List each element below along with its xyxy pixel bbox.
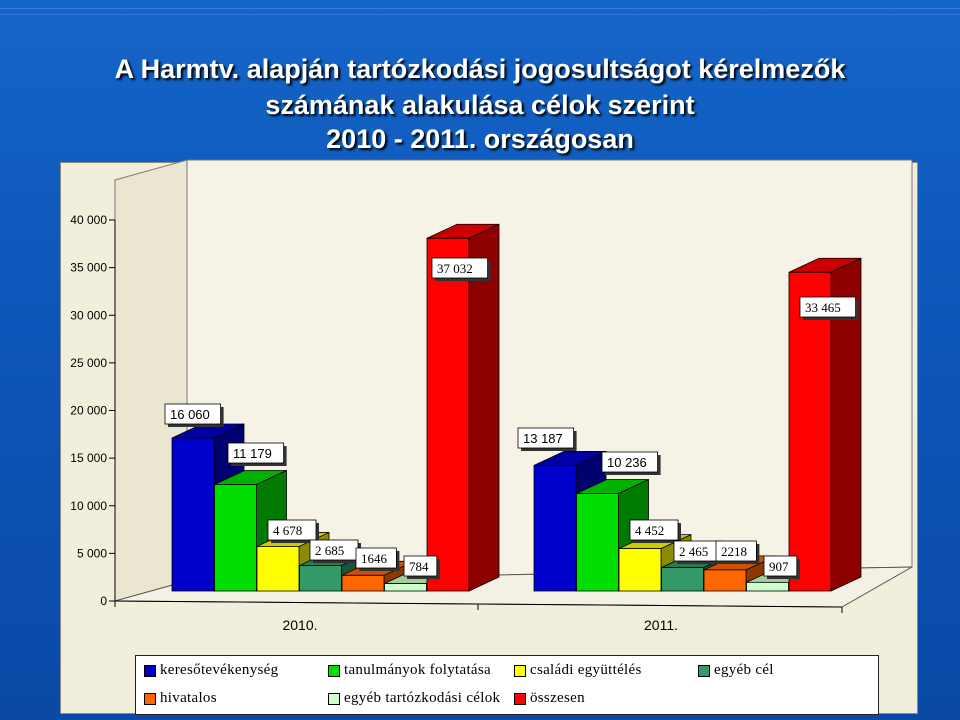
legend-label: egyéb cél — [714, 662, 774, 678]
data-label: 13 187 — [523, 431, 563, 446]
chart-legend: keresőtevékenység tanulmányok folytatása c… — [135, 655, 879, 715]
y-tick-label: 5 000 — [77, 546, 107, 560]
y-tick-label: 40 000 — [70, 213, 107, 227]
data-label-box — [763, 555, 798, 577]
data-label-box — [164, 403, 221, 425]
data-label-box — [517, 427, 574, 449]
legend-label: hivatalos — [160, 690, 217, 706]
data-label: 33 465 — [805, 300, 841, 315]
data-label: 16 060 — [170, 407, 210, 422]
title-line-1: A Harmtv. alapján tartózkodási jogosults… — [114, 54, 846, 84]
y-tick-label: 35 000 — [70, 261, 107, 275]
bar-5-1 — [341, 574, 385, 592]
bar-1-2 — [533, 464, 577, 592]
legend-label: keresőtevékenység — [160, 662, 279, 678]
data-label: 784 — [409, 559, 429, 574]
legend-label: tanulmányok folytatása — [344, 662, 491, 678]
bar-3-1 — [256, 546, 300, 592]
legend-label: egyéb tartózkodási célok — [344, 690, 501, 706]
legend-swatch — [698, 665, 710, 677]
bar-4-1 — [299, 565, 342, 592]
data-label-box — [601, 451, 658, 473]
data-label-box — [227, 442, 284, 464]
legend-label: családi együttélés — [530, 662, 642, 678]
y-tick-label: 25 000 — [70, 356, 107, 370]
bar-4-2 — [661, 567, 704, 592]
y-tick-label: 10 000 — [70, 499, 107, 513]
data-label: 907 — [769, 559, 789, 574]
data-label: 2 685 — [315, 543, 344, 558]
legend-swatch — [328, 665, 340, 677]
y-tick-label: 30 000 — [70, 308, 107, 322]
data-label: 2 465 — [679, 544, 708, 559]
legend-swatch — [144, 693, 156, 705]
bar-5-2 — [703, 569, 747, 592]
data-label-box — [267, 519, 317, 541]
legend-label: összesen — [530, 690, 585, 706]
bar-3-2 — [618, 548, 662, 592]
bar-2-2 — [576, 493, 619, 592]
y-tick-label: 20 000 — [70, 404, 107, 418]
data-label: 4 452 — [635, 523, 664, 538]
data-label: 11 179 — [233, 446, 272, 461]
bar-6-1 — [384, 583, 427, 592]
data-label-box — [431, 257, 488, 279]
y-tick-label: 0 — [100, 594, 107, 608]
title-line-2: számának alakulása célok szerint — [265, 90, 695, 120]
legend-swatch — [144, 665, 156, 677]
legend-swatch — [328, 693, 340, 705]
data-label: 37 032 — [437, 261, 473, 276]
bar-7-1 — [426, 237, 470, 592]
bar-7-2 — [788, 271, 832, 592]
data-label-box — [715, 540, 757, 562]
data-label-box — [629, 519, 679, 541]
data-label-box — [355, 547, 397, 569]
data-label: 1646 — [361, 551, 388, 566]
legend-swatch — [514, 665, 526, 677]
data-label: 2218 — [721, 544, 747, 559]
x-category-label: 2011. — [644, 617, 678, 633]
y-tick-label: 15 000 — [70, 451, 107, 465]
bar-1-1 — [171, 437, 215, 592]
data-label: 10 236 — [607, 455, 647, 470]
title-line-3: 2010 - 2011. országosan — [326, 124, 634, 154]
legend-swatch — [514, 693, 526, 705]
data-label-box — [403, 555, 438, 577]
bar-2-1 — [214, 484, 257, 592]
x-category-label: 2010. — [282, 617, 317, 633]
bar-6-2 — [746, 581, 789, 592]
data-label-box — [799, 296, 856, 318]
data-label: 4 678 — [273, 523, 302, 538]
